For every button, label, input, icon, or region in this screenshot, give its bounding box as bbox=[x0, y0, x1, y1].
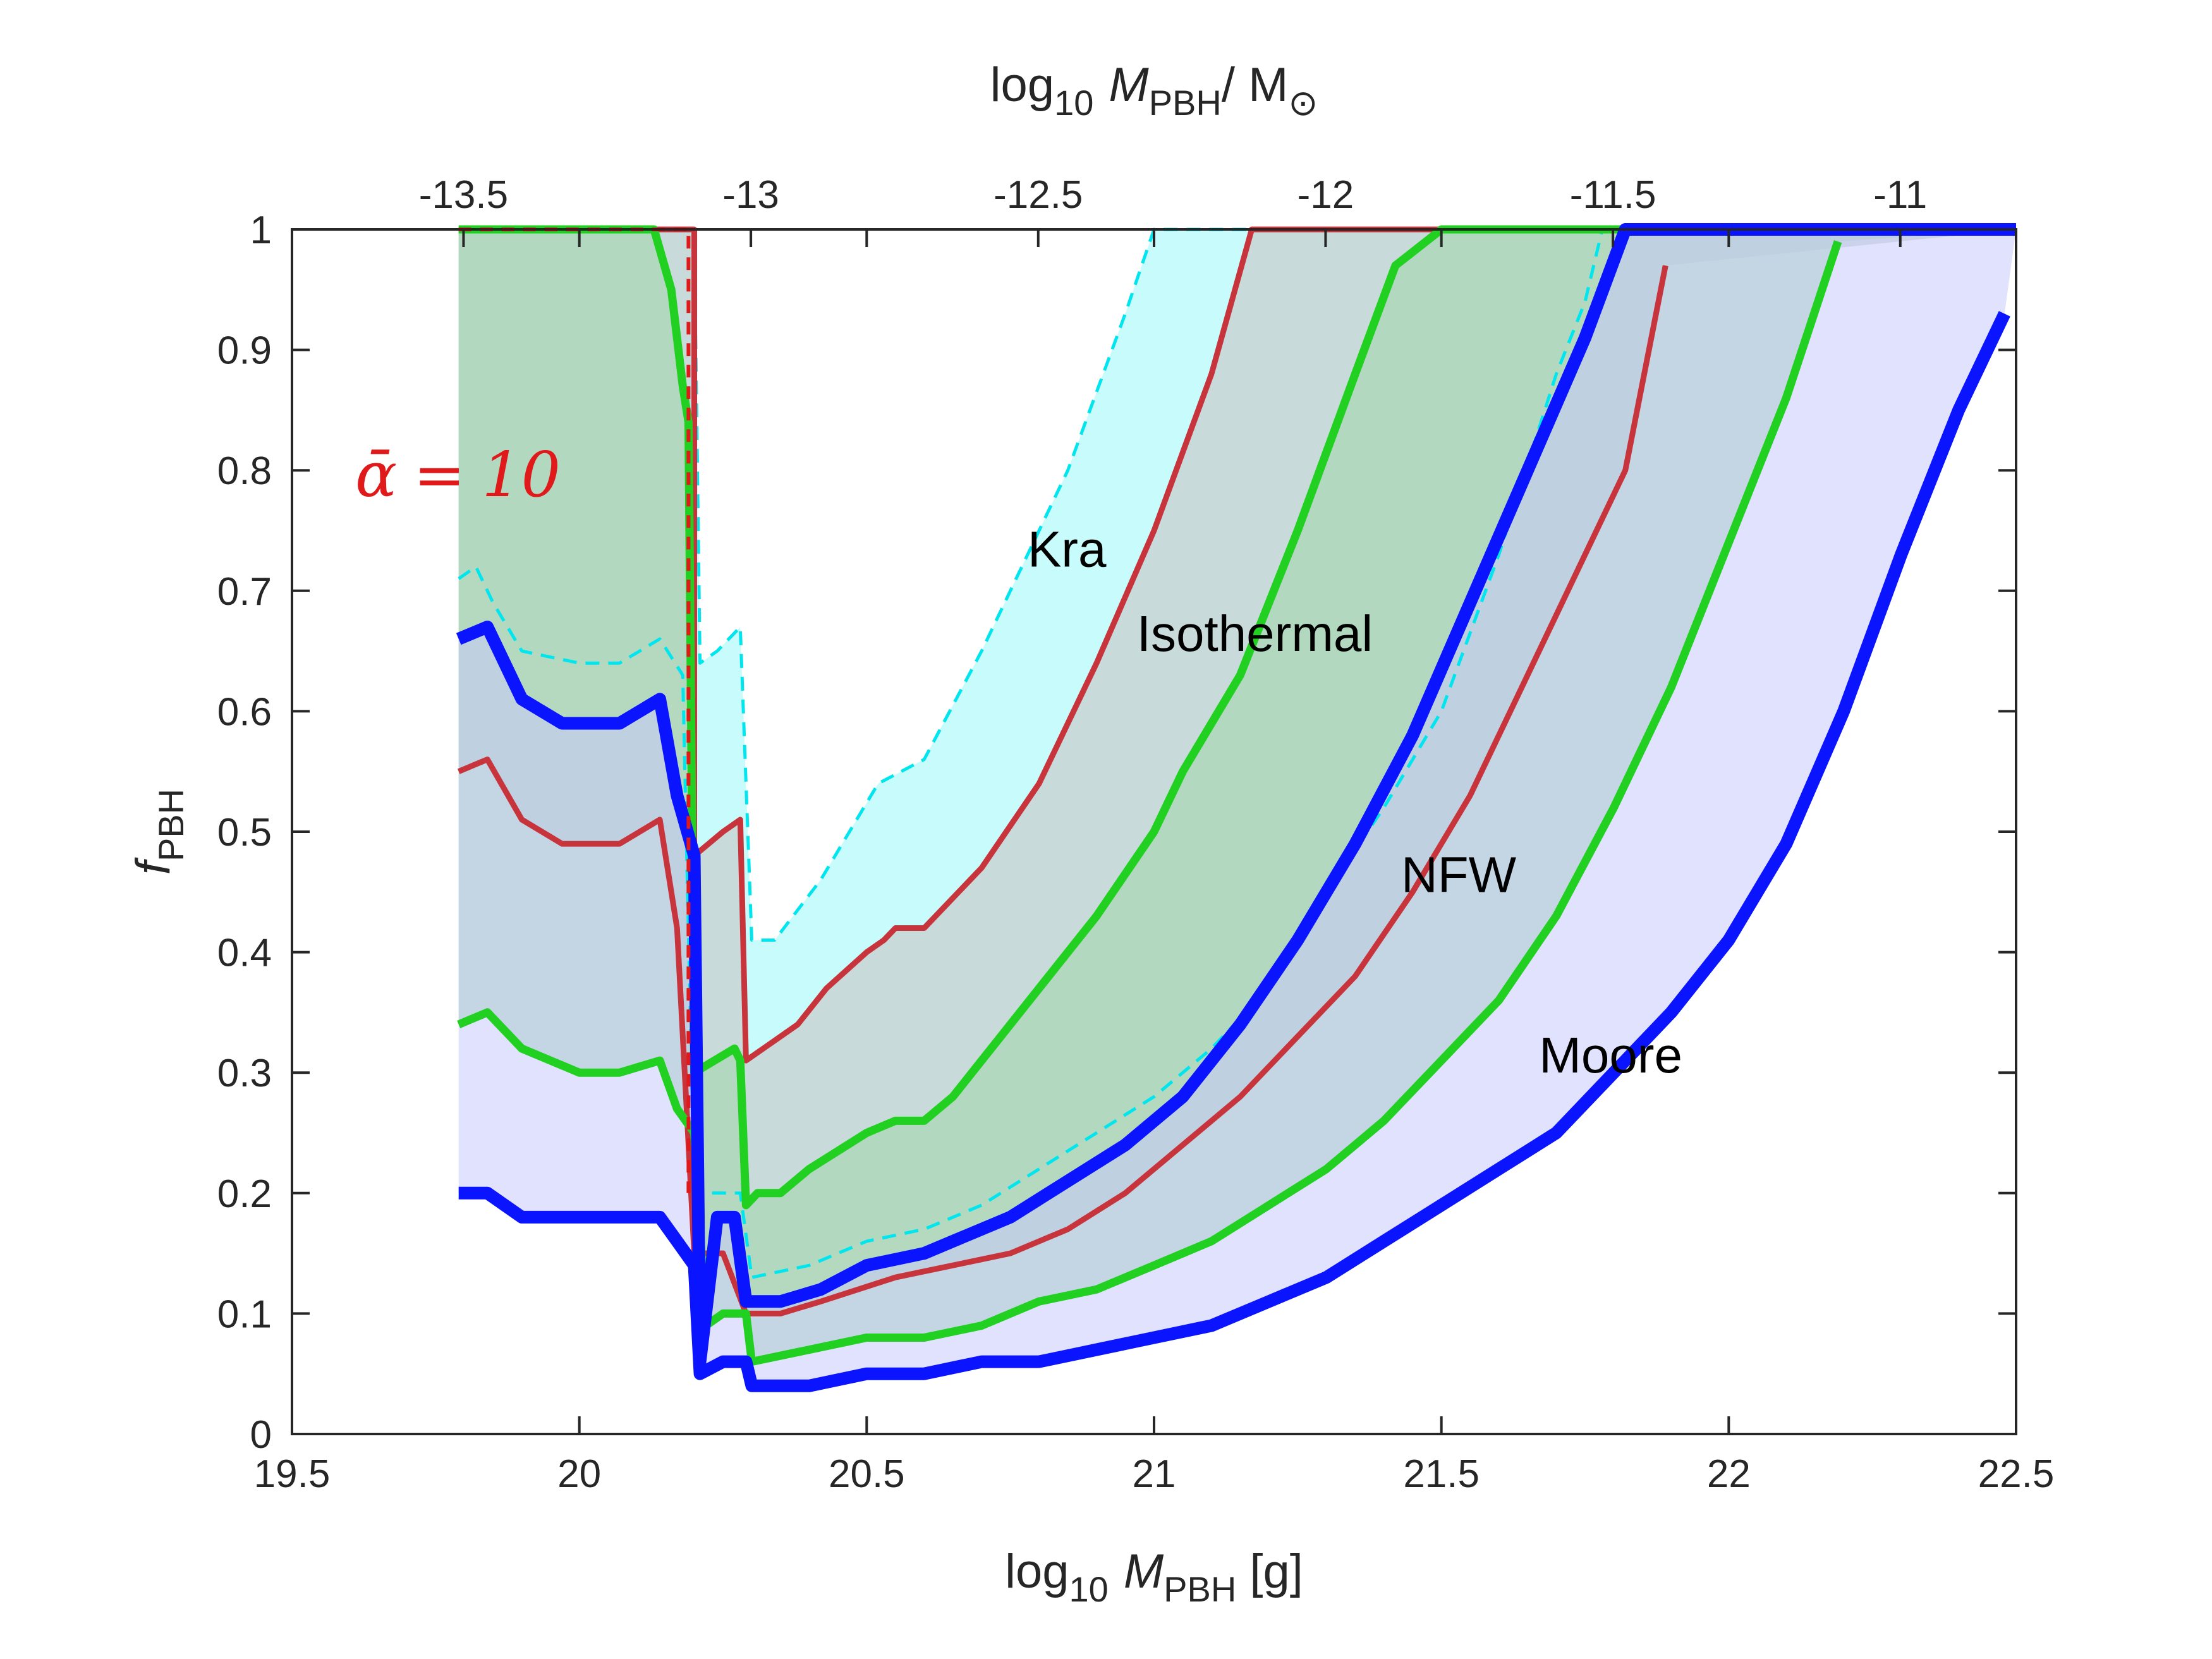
curve-label-nfw: NFW bbox=[1401, 846, 1517, 902]
band-fills bbox=[458, 229, 2017, 1386]
y-tick-label: 1 bbox=[250, 209, 272, 252]
x-tick-label: 19.5 bbox=[254, 1452, 331, 1496]
y-tick-label: 0.5 bbox=[217, 811, 272, 854]
series-line-nfw-upper bbox=[458, 225, 2016, 1210]
curve-label-kra: Kra bbox=[1028, 521, 1107, 578]
top-tick-label: -13 bbox=[722, 173, 779, 217]
y-ticks: 0 0.1 0.2 0.3 0.4 0.5 0.6 0.7 0.8 0.9 1 bbox=[217, 209, 2016, 1457]
y-tick-label: 0.1 bbox=[217, 1292, 272, 1336]
y-tick-label: 0.9 bbox=[217, 329, 272, 373]
x-tick-label: 22.5 bbox=[1978, 1452, 2055, 1496]
top-tick-label: -12 bbox=[1297, 173, 1354, 217]
band-fill-moore bbox=[458, 229, 2017, 1386]
x-tick-label: 21 bbox=[1133, 1452, 1176, 1496]
y-tick-label: 0.8 bbox=[217, 449, 272, 493]
series-line-kra-lower bbox=[458, 228, 2016, 1279]
y-tick-label: 0.2 bbox=[217, 1172, 272, 1216]
series-lines bbox=[456, 223, 2016, 1392]
x-tick-label: 20.5 bbox=[829, 1452, 905, 1496]
y-tick-label: 0 bbox=[250, 1413, 272, 1457]
y-tick-label: 0.4 bbox=[217, 932, 272, 975]
curve-label-isothermal: Isothermal bbox=[1137, 605, 1373, 662]
series-line-isothermal-lower bbox=[457, 265, 1668, 1316]
top-tick-label: -13.5 bbox=[419, 173, 508, 217]
y-tick-label: 0.3 bbox=[217, 1052, 272, 1095]
top-tick-label: -12.5 bbox=[994, 173, 1083, 217]
top-axis-title: log10 MPBH/ M⊙ bbox=[990, 58, 1318, 123]
series-line-kra-upper bbox=[458, 228, 2016, 942]
y-tick-label: 0.6 bbox=[217, 690, 272, 734]
x-tick-label: 22 bbox=[1707, 1452, 1751, 1496]
alpha-annotation: ᾱ = 10 bbox=[355, 439, 561, 511]
x-axis-title: log10 MPBH [g] bbox=[1005, 1545, 1303, 1609]
series-line-moore-upper bbox=[456, 223, 2016, 1368]
series-line-moore-lower bbox=[458, 311, 2010, 1392]
top-tick-label: -11.5 bbox=[1570, 173, 1656, 217]
y-axis-title: fPBH bbox=[126, 789, 191, 875]
x-tick-label: 20 bbox=[557, 1452, 601, 1496]
series-line-isothermal-upper bbox=[458, 226, 2016, 1064]
y-tick-label: 0.7 bbox=[217, 570, 272, 614]
top-ticks: -13.5 -13 -12.5 -12 -11.5 -11 bbox=[419, 173, 1927, 247]
x-ticks: 19.5 20 20.5 21 21.5 22 22.5 bbox=[254, 229, 2055, 1496]
series-line-nfw-lower bbox=[457, 240, 1842, 1366]
top-tick-label: -11 bbox=[1873, 173, 1927, 217]
curve-label-moore: Moore bbox=[1539, 1027, 1682, 1083]
x-tick-label: 21.5 bbox=[1403, 1452, 1480, 1496]
